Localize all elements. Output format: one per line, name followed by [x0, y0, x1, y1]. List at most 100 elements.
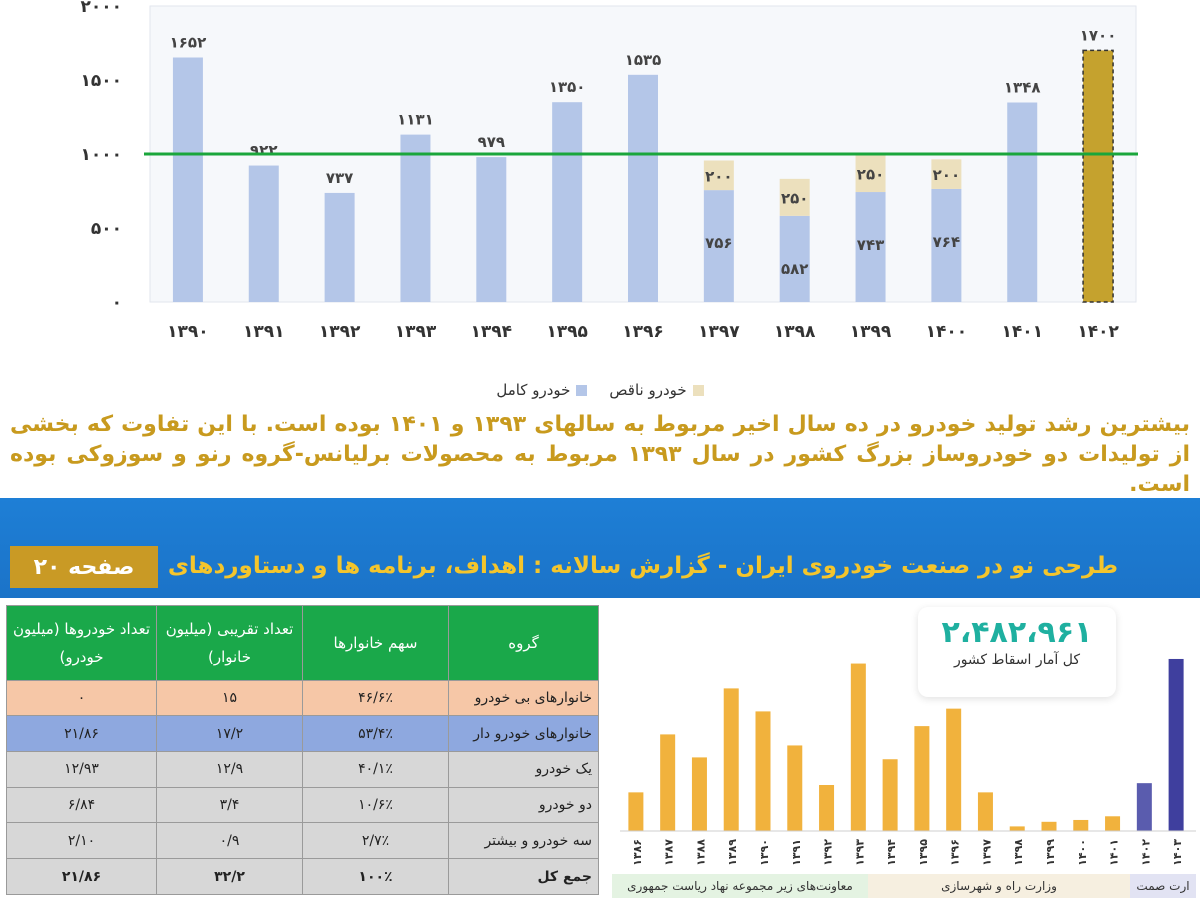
report-banner: طرحی نو در صنعت خودروی ایران - گزارش سال…	[0, 498, 1200, 598]
x-tick-label: ۱۳۹۱	[790, 839, 803, 866]
legend-label: خودرو کامل	[496, 381, 571, 399]
chart-note: بیشترین رشد تولید خودرو در ده سال اخیر م…	[10, 412, 1190, 497]
data-label-complete: ۱۶۵۲	[170, 34, 207, 52]
table-cell: جمع کل	[448, 858, 599, 895]
x-tick-label: ۱۴۰۰	[926, 322, 968, 342]
stat-value: ۲،۴۸۲،۹۶۱	[941, 615, 1093, 650]
x-tick-label: ۱۳۹۷	[698, 322, 740, 342]
x-tick-label: ۱۳۹۲	[822, 839, 835, 866]
x-tick-label: ۱۳۹۲	[319, 322, 361, 342]
table-cell: ۲/۷٪	[302, 822, 449, 860]
y-axis-ticks: ۰ ۵۰۰ ۱۰۰۰ ۱۵۰۰ ۲۰۰۰	[80, 0, 122, 313]
bar	[819, 785, 835, 831]
bars	[628, 658, 1184, 831]
table-cell: ۶/۸۴	[6, 786, 157, 824]
table-cell: ۳/۴	[156, 786, 303, 824]
data-label-complete: ۷۶۴	[933, 233, 960, 251]
bar	[723, 688, 739, 831]
group-label: معاونت‌های زیر مجموعه نهاد ریاست جمهوری	[627, 879, 853, 893]
data-label-complete: ۱۳۵۰	[549, 78, 586, 96]
header-share: سهم خانوارها	[302, 605, 449, 681]
y-tick-label: ۰	[112, 293, 122, 313]
legend-item-complete: خودرو کامل	[496, 381, 588, 399]
data-labels: ۱۶۵۲ ۹۲۲ ۷۳۷ ۱۱۳۱ ۹۷۹ ۱۳۵۰ ۱۵۳۵ ۲۰۰ ۷۵۶ ۲۵۰ ۵۸۲ ۲۵۰…	[170, 26, 1117, 277]
x-tick-label: ۱۳۹۰	[758, 839, 771, 866]
bar-complete	[931, 188, 962, 302]
bar-complete	[1007, 102, 1038, 302]
table-cell: ۴۰/۱٪	[302, 751, 449, 788]
bar-complete	[703, 190, 734, 302]
x-tick-label: ۱۳۹۸	[1012, 839, 1025, 866]
data-label-complete: ۹۷۹	[478, 133, 505, 151]
bar-complete	[552, 102, 583, 302]
x-tick-label: ۱۳۹۸	[774, 322, 816, 342]
x-tick-label: ۱۳۹۷	[980, 839, 993, 866]
bar	[691, 757, 707, 831]
table-cell: ۱۲/۹۳	[6, 751, 157, 788]
table-cell: خانوارهای بی خودرو	[448, 679, 599, 717]
x-tick-label: ۱۳۸۸	[694, 839, 707, 866]
table-total-row: جمع کل ۱۰۰٪ ۳۲/۲ ۲۱/۸۶	[6, 858, 599, 895]
bar-complete	[1082, 49, 1114, 303]
bar-complete	[172, 57, 203, 303]
table-row: دو خودرو ۱۰/۶٪ ۳/۴ ۶/۸۴	[6, 786, 599, 824]
x-tick-label: ۱۴۰۲	[1139, 839, 1152, 866]
table-cell: ۵۳/۴٪	[302, 715, 449, 753]
table-cell: ۱۰۰٪	[302, 858, 449, 895]
legend-swatch	[692, 384, 704, 396]
bar-complete	[400, 134, 431, 302]
bar	[628, 792, 644, 831]
household-car-table: گروه سهم خانوارها تعداد تقریبی (میلیون خ…	[6, 605, 599, 895]
y-tick-label: ۱۰۰۰	[80, 145, 122, 165]
group-label: ارت صمت	[1136, 879, 1190, 893]
x-tick-label: ۱۳۹۵	[917, 839, 930, 866]
x-axis-ticks: ۱۳۸۶ ۱۳۸۷ ۱۳۸۸ ۱۳۸۹ ۱۳۹۰ ۱۳۹۱ ۱۳۹۲ ۱۳۹۳ ۱۳۹۴ ۱۳۹۵…	[631, 839, 1184, 866]
x-tick-label: ۱۴۰۳	[1171, 839, 1184, 866]
data-label-incomplete: ۲۵۰	[781, 189, 808, 207]
header-households: تعداد تقریبی (میلیون خانوار)	[156, 605, 303, 681]
stat-label: کل آمار اسقاط کشور	[953, 652, 1081, 668]
table-row: خانوارهای بی خودرو ۴۶/۶٪ ۱۵ ۰	[6, 679, 599, 717]
bar	[1009, 826, 1025, 831]
bar	[946, 708, 962, 831]
header-cars: تعداد خودروها (میلیون خودرو)	[6, 605, 157, 681]
table-row: سه خودرو و بیشتر ۲/۷٪ ۰/۹ ۲/۱۰	[6, 822, 599, 860]
x-tick-label: ۱۳۹۹	[1044, 839, 1057, 866]
x-tick-label: ۱۳۸۹	[726, 839, 739, 866]
data-label-complete: ۷۵۶	[705, 234, 732, 252]
production-bar-chart: ۰ ۵۰۰ ۱۰۰۰ ۱۵۰۰ ۲۰۰۰ ۱۶۵۲ ۹۲۲ ۷۳۷ ۱۱۳۱ ۹۷۹ ۱۳۵۰ ۱۵…	[80, 0, 1138, 342]
legend-label: خودرو ناقص	[609, 381, 687, 399]
x-tick-label: ۱۳۹۴	[885, 839, 898, 866]
y-tick-label: ۲۰۰۰	[80, 0, 122, 17]
table-cell: ۳۲/۲	[156, 858, 303, 895]
table-cell: یک خودرو	[448, 751, 599, 788]
table-cell: ۲۱/۸۶	[6, 715, 157, 753]
bar-complete	[779, 215, 810, 302]
table-row: خانوارهای خودرو دار ۵۳/۴٪ ۱۷/۲ ۲۱/۸۶	[6, 715, 599, 753]
bar	[882, 759, 898, 831]
table-cell: ۰/۹	[156, 822, 303, 860]
bar-complete	[476, 157, 507, 302]
table-cell: ۴۶/۶٪	[302, 679, 449, 717]
data-label-complete: ۱۳۴۸	[1004, 78, 1041, 96]
x-tick-label: ۱۴۰۱	[1001, 322, 1043, 342]
header-group: گروه	[448, 605, 599, 681]
table-row: یک خودرو ۴۰/۱٪ ۱۲/۹ ۱۲/۹۳	[6, 751, 599, 788]
table-cell: ۱۰/۶٪	[302, 786, 449, 824]
data-label-complete: ۷۳۷	[326, 169, 353, 187]
x-tick-label: ۱۳۹۴	[471, 322, 513, 342]
group-label: وزارت راه و شهرسازی	[941, 879, 1057, 893]
bar	[755, 711, 771, 831]
scrappage-bar-chart: ۱۳۸۶ ۱۳۸۷ ۱۳۸۸ ۱۳۸۹ ۱۳۹۰ ۱۳۹۱ ۱۳۹۲ ۱۳۹۳ ۱۳۹۴ ۱۳۹۵…	[620, 658, 1196, 866]
x-tick-label: ۱۳۹۵	[546, 322, 588, 342]
bar-incomplete	[703, 160, 734, 191]
x-tick-label: ۱۳۸۶	[631, 839, 644, 866]
data-label-complete: ۱۵۳۵	[625, 51, 662, 69]
x-tick-label: ۱۳۹۰	[167, 322, 209, 342]
table-header-row: گروه سهم خانوارها تعداد تقریبی (میلیون خ…	[6, 605, 599, 681]
bar	[1105, 816, 1121, 831]
bar-complete	[324, 192, 355, 302]
table-cell: ۰	[6, 679, 157, 717]
bar	[1168, 658, 1184, 831]
group-band-presidency: معاونت‌های زیر مجموعه نهاد ریاست جمهوری	[612, 874, 868, 898]
